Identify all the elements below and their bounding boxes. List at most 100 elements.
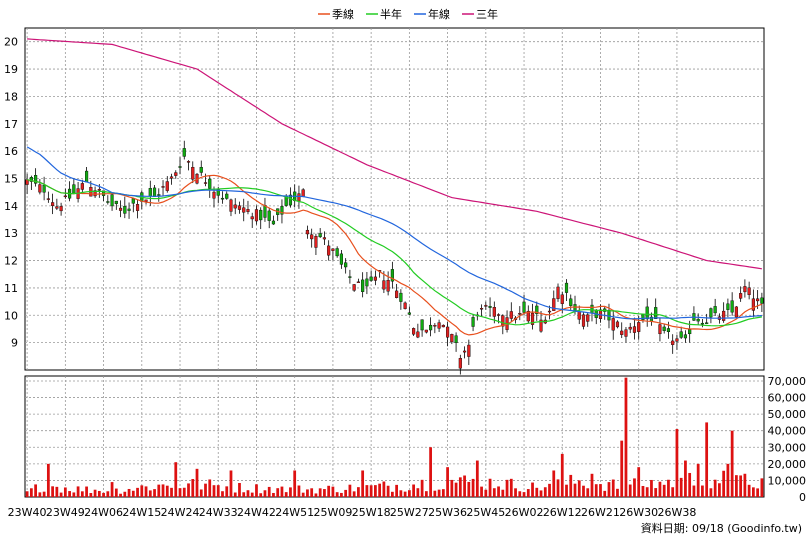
candle-body (654, 307, 658, 320)
volume-bar (369, 485, 373, 497)
volume-bar (102, 492, 105, 497)
candle-body (624, 329, 628, 337)
volume-bar (29, 488, 33, 497)
candle-body (390, 269, 394, 282)
candle-body (118, 207, 123, 211)
candle-body (169, 176, 174, 179)
candle-body (395, 290, 399, 298)
volume-bar (718, 483, 721, 497)
candle-body (530, 312, 535, 325)
volume-bar (165, 485, 169, 497)
candle-body (467, 344, 471, 357)
candle-body (484, 305, 488, 307)
candle-body (488, 306, 492, 308)
candle-body (348, 276, 352, 278)
volume-bar (488, 478, 492, 497)
candle-body (186, 161, 191, 163)
volume-bar (628, 484, 632, 497)
candle-body (254, 209, 259, 222)
volume-bar (645, 487, 649, 497)
time-tick-label: 26W02 (505, 506, 544, 519)
volume-bar (390, 491, 394, 497)
price-tick-label: 12 (4, 255, 18, 268)
candle-body (458, 358, 462, 369)
candle-body (632, 326, 637, 333)
volume-tick-label: 0 (799, 491, 806, 504)
volume-bar (378, 483, 382, 497)
volume-bar (352, 491, 356, 497)
grid (24, 27, 765, 498)
volume-bar (195, 468, 199, 497)
volume-bar (565, 484, 568, 497)
volume-bar (51, 486, 54, 497)
volume-bar (539, 490, 543, 497)
candle-body (722, 310, 726, 321)
time-tick-label: 23W49 (46, 506, 85, 519)
volume-bar (272, 492, 275, 497)
volume-bar (747, 484, 751, 497)
volume-bar (701, 485, 704, 497)
candle-body (615, 321, 620, 328)
volume-tick-label: 60,000 (768, 392, 807, 405)
volume-bar (726, 463, 730, 497)
candle-body (280, 206, 284, 215)
volume-bar (289, 487, 292, 497)
volume-bar (348, 484, 352, 497)
volume-bar (216, 485, 220, 497)
time-tick-label: 24W51 (275, 506, 314, 519)
volume-bar (607, 482, 611, 497)
volume-bar (692, 485, 696, 497)
volume-bar (55, 486, 59, 497)
volume-bar (458, 477, 462, 497)
volume-bar (123, 491, 127, 497)
price-tick-label: 16 (4, 145, 18, 158)
volume-bar (560, 453, 564, 497)
candle-body (148, 188, 152, 197)
time-tick-label: 24W33 (199, 506, 238, 519)
volume-bar (420, 479, 424, 497)
volume-bar (416, 488, 420, 497)
volume-bar (246, 490, 250, 497)
volume-bar (454, 482, 458, 497)
volume-bar (531, 482, 534, 497)
volume-bar (654, 488, 658, 497)
candle-body (645, 306, 649, 320)
legend-label-3: 三年 (476, 7, 498, 21)
volume-bar (620, 440, 624, 497)
volume-bar (331, 486, 335, 497)
volume-bar (386, 485, 390, 497)
volume-bar (310, 488, 314, 497)
candle-body (734, 306, 738, 318)
candle-body (229, 199, 233, 212)
candle-body (288, 194, 293, 206)
volume-bar (127, 488, 131, 497)
price-tick-label: 20 (4, 36, 18, 49)
volume-bar (191, 479, 195, 497)
candle-body (492, 307, 496, 317)
volume-bar (662, 484, 666, 497)
candle-body (297, 193, 301, 202)
volume-bar (467, 481, 471, 497)
candle-body (152, 187, 157, 197)
volume-bar (314, 493, 318, 497)
candle-body (131, 198, 135, 204)
candle-body (135, 204, 140, 211)
candles (25, 140, 764, 375)
volume-bar (110, 482, 114, 497)
volume-bar (675, 429, 679, 497)
volume-bar (450, 479, 454, 497)
candle-body (127, 208, 131, 211)
candle-body (658, 324, 662, 335)
candle-body (662, 326, 666, 331)
candle-body (420, 319, 424, 331)
time-tick-label: 24W24 (161, 506, 200, 519)
volume-bar (306, 489, 309, 497)
volume-bar (259, 493, 263, 497)
candle-body (552, 298, 556, 311)
candle-body (628, 326, 632, 330)
candle-body (161, 186, 165, 188)
volume-tick-label: 20,000 (768, 458, 807, 471)
volume-bar (509, 478, 513, 497)
candle-body (165, 181, 169, 191)
volume-bar (505, 479, 509, 497)
